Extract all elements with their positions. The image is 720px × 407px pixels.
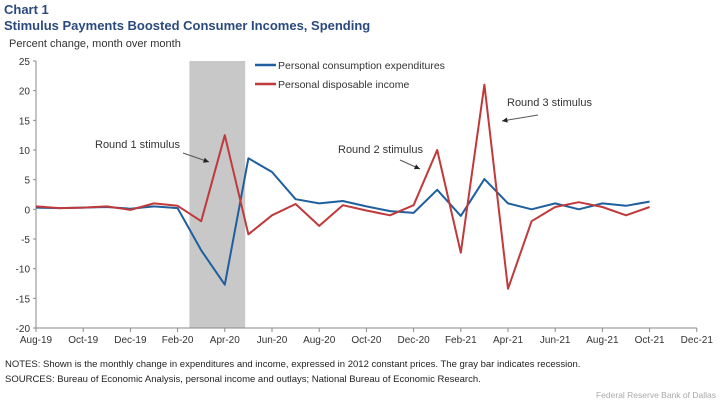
x-tick-label: Oct-20 [351, 335, 381, 346]
series-line-pce [35, 157, 650, 286]
x-tick-label: Aug-19 [20, 335, 53, 346]
x-tick-label: Dec-20 [397, 335, 430, 346]
y-tick-label: 10 [19, 146, 31, 157]
y-tick-label: 20 [19, 87, 31, 98]
chart-title: Stimulus Payments Boosted Consumer Incom… [4, 18, 371, 33]
y-tick-label: 15 [19, 116, 31, 127]
footnotes: NOTES: Shown is the monthly change in ex… [5, 357, 580, 387]
arrowhead-icon [203, 157, 209, 163]
legend-label: Personal consumption expenditures [278, 60, 445, 72]
arrowhead-icon [502, 117, 508, 123]
x-tick-label: Jun-20 [257, 335, 288, 346]
x-tick-label: Feb-21 [445, 335, 477, 346]
annotation-label: Round 3 stimulus [507, 97, 592, 109]
x-tick-label: Oct-19 [68, 335, 98, 346]
arrowhead-icon [414, 164, 420, 170]
x-tick-label: Apr-21 [493, 335, 523, 346]
x-tick-label: Dec-21 [681, 335, 714, 346]
y-tick-label: 25 [19, 57, 31, 68]
credit-text: Federal Reserve Bank of Dallas [595, 390, 716, 400]
sources-text: SOURCES: Bureau of Economic Analysis, pe… [5, 374, 481, 385]
y-tick-label: -15 [16, 294, 31, 305]
x-tick-label: Aug-20 [303, 335, 336, 346]
y-tick-label: -20 [16, 324, 31, 335]
x-tick-label: Dec-19 [114, 335, 147, 346]
y-axis-unit-label: Percent change, month over month [9, 38, 181, 50]
x-tick-label: Oct-21 [635, 335, 665, 346]
series-line-income [35, 83, 650, 290]
x-tick-label: Apr-20 [210, 335, 240, 346]
y-tick-label: 0 [24, 205, 30, 216]
x-tick-label: Jun-21 [540, 335, 571, 346]
annotation-label: Round 2 stimulus [338, 144, 423, 156]
annotation-arrow [501, 114, 539, 122]
annotation-label: Round 1 stimulus [95, 139, 180, 151]
notes-text: NOTES: Shown is the monthly change in ex… [5, 359, 581, 370]
recession-bar [189, 61, 246, 328]
chart-number: Chart 1 [4, 2, 49, 17]
x-tick-label: Feb-20 [162, 335, 194, 346]
legend-label: Personal disposable income [278, 79, 409, 91]
y-tick-label: -10 [16, 265, 31, 276]
y-tick-label: 5 [24, 176, 30, 187]
x-tick-label: Aug-21 [586, 335, 619, 346]
y-tick-label: -5 [21, 235, 30, 246]
